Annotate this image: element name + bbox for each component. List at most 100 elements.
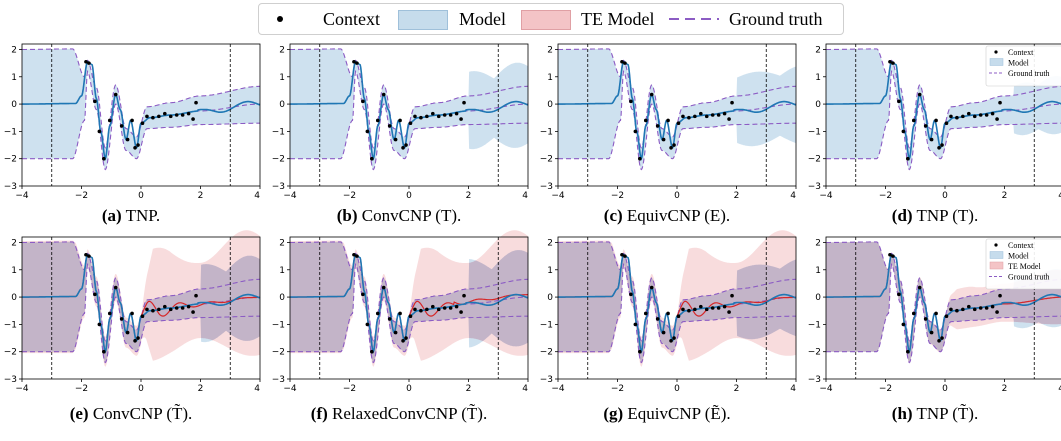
context-point (929, 137, 934, 142)
x-tick-label: −2 (343, 384, 356, 394)
y-tick-label: −3 (272, 375, 285, 385)
x-tick-label: 2 (466, 384, 472, 394)
context-point (722, 304, 727, 309)
context-point (891, 254, 895, 258)
context-point (462, 100, 466, 105)
context-point (375, 311, 380, 316)
panel-legend-label: Model (1008, 59, 1030, 68)
context-point (710, 306, 715, 310)
context-point (906, 156, 910, 161)
x-tick-label: 0 (406, 191, 412, 201)
plot-area: −3 −2 −1 0 1 2 −4 −2 0 2 4 (4, 230, 261, 394)
y-tick-label: 1 (547, 266, 553, 276)
panel-caption: (d) TNP (T). (804, 206, 1061, 226)
model-band (826, 48, 1061, 170)
ground-truth-lower (826, 70, 1061, 171)
context-point (133, 145, 137, 150)
context-marker-icon (994, 50, 998, 54)
x-tick-label: 0 (942, 384, 948, 394)
context-point (408, 121, 413, 125)
context-point (730, 100, 734, 105)
context-point (136, 143, 140, 147)
context-point (984, 306, 989, 310)
context-point (381, 285, 386, 290)
context-point (897, 99, 901, 104)
context-point (174, 113, 179, 117)
context-point (448, 306, 453, 310)
context-point (623, 254, 627, 258)
caption-text: EquivCNP (E). (622, 206, 731, 225)
context-marker-icon (277, 16, 283, 22)
x-tick-label: 0 (942, 191, 948, 201)
context-point (949, 114, 953, 119)
context-point (413, 114, 417, 119)
context-point (191, 117, 195, 121)
ground-truth-lower (826, 263, 1061, 364)
context-point (669, 338, 673, 343)
panel-caption: (b) ConvCNP (T). (268, 206, 530, 226)
y-tick-label: 1 (815, 73, 821, 83)
context-point (995, 310, 999, 314)
context-point (459, 310, 463, 314)
context-point (727, 310, 731, 314)
context-point (906, 349, 910, 354)
context-point (687, 115, 691, 120)
y-tick-label: −2 (540, 155, 553, 165)
caption-label: (d) (891, 206, 913, 225)
y-tick-label: −2 (4, 155, 17, 165)
plot-area: −3 −2 −1 0 1 2 −4 −2 0 2 4 (4, 43, 261, 201)
ground-truth-lower (22, 263, 260, 364)
context-point (365, 129, 370, 134)
y-tick-label: −3 (272, 182, 285, 192)
context-point (387, 317, 392, 321)
panel-g: −3 −2 −1 0 1 2 −4 −2 0 2 4 (g) EquivCNP (Ẽ). (536, 229, 798, 441)
context-point (984, 113, 989, 117)
context-point (168, 114, 173, 119)
caption-text: TNP (T). (912, 206, 979, 225)
x-tick-label: 4 (522, 384, 528, 394)
context-point (940, 336, 944, 340)
context-point (454, 304, 459, 309)
context-point (163, 111, 167, 116)
context-point (620, 252, 624, 257)
context-point (97, 322, 102, 327)
panel-a: −3 −2 −1 0 1 2 −4 −2 0 2 4 (a) TNP. (0, 36, 262, 248)
context-point (676, 314, 681, 318)
context-point (462, 293, 466, 298)
x-tick-label: −2 (611, 191, 624, 201)
y-tick-label: 1 (279, 266, 285, 276)
ground-truth-lower (22, 70, 260, 171)
context-point (145, 114, 149, 119)
context-point (972, 307, 977, 312)
context-point (151, 308, 155, 313)
context-point (710, 113, 715, 117)
context-point (191, 310, 195, 314)
context-point (655, 124, 660, 128)
context-point (716, 113, 721, 117)
context-point (669, 145, 673, 150)
context-point (113, 92, 118, 97)
context-point (693, 114, 697, 119)
panel-caption: (h) TNP (T̃). (804, 404, 1061, 424)
context-point (704, 114, 709, 119)
context-point (393, 330, 398, 335)
context-point (194, 293, 198, 298)
panel-legend-label: Ground truth (1008, 273, 1050, 282)
y-tick-label: −3 (540, 375, 553, 385)
context-point (655, 317, 660, 321)
context-point (629, 99, 633, 104)
context-point (961, 114, 965, 119)
context-point (361, 99, 365, 104)
context-point (425, 114, 429, 119)
context-point (431, 304, 435, 309)
context-point (901, 322, 906, 327)
context-point (944, 121, 949, 125)
panel-b: −3 −2 −1 0 1 2 −4 −2 0 2 4 (b) ConvCNP (T). (268, 36, 530, 248)
context-point (716, 306, 721, 310)
legend-ground-truth-label: Ground truth (729, 9, 823, 29)
context-point (955, 308, 959, 313)
te-model-swatch-icon (989, 261, 1004, 270)
context-point (419, 308, 423, 313)
